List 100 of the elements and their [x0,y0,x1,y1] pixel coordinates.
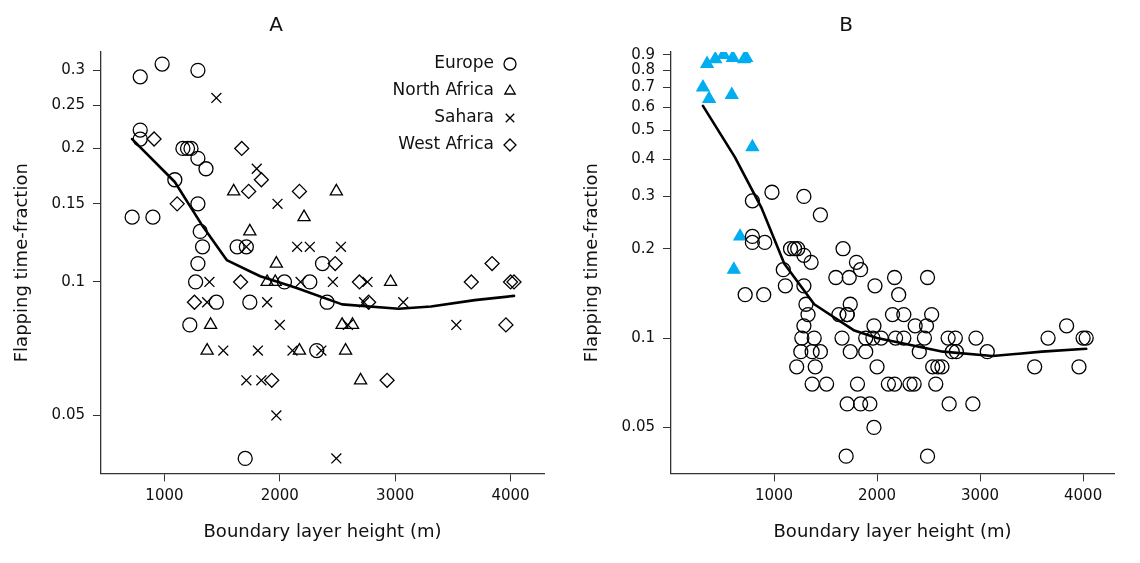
x-tick-label: 3000 [376,486,415,505]
x-axis-title: Boundary layer height (m) [203,519,442,541]
point [361,276,374,288]
point [702,91,716,103]
point [145,209,161,225]
y-tick-label: 0.6 [631,96,655,115]
point [383,274,398,287]
y-tick-label: 0.2 [631,238,655,257]
y-tick-label: 0.3 [61,60,85,79]
y-tick-label: 0.1 [61,271,85,290]
point [243,223,257,236]
point [450,319,462,331]
point [154,56,170,72]
point [353,372,368,385]
y-tick-label: 0.5 [631,120,655,139]
point [286,345,299,357]
x-tick-label: 4000 [491,486,530,505]
point [183,140,199,157]
point [167,172,183,188]
point [727,262,741,274]
point [229,239,245,255]
point [269,255,284,268]
point [232,274,249,290]
x-tick-label: 1000 [145,486,184,505]
point [260,274,274,287]
y-axis-title: Flapping time-fraction [580,163,602,363]
point [314,255,331,272]
point [132,131,148,147]
point [190,150,206,166]
point [335,317,349,330]
point [132,122,148,138]
point [169,196,185,212]
point [345,317,360,330]
point [342,319,354,331]
point [271,198,284,210]
point [190,62,206,79]
point [700,56,714,68]
point [708,52,723,64]
point [302,274,318,290]
point [217,345,229,357]
x-axis-title: Boundary layer height (m) [773,519,1012,541]
x-tick-label: 3000 [960,486,1000,505]
point [319,294,335,310]
legend-label: Europe [434,52,494,73]
y-axis-title: Flapping time-fraction [10,163,32,363]
point [745,139,760,152]
point [124,209,140,225]
x-tick-label: 2000 [857,486,897,505]
chart-title: B [839,12,853,37]
point [226,183,241,196]
point [192,223,208,240]
point [268,274,282,287]
point [294,276,307,288]
point [304,241,316,253]
point [498,317,514,333]
point [203,276,216,288]
chart-title: A [269,12,284,37]
point [242,294,258,310]
point [484,255,500,272]
y-tick-label: 0.7 [631,77,655,96]
point [190,255,206,272]
point [241,183,257,200]
point [175,140,191,157]
point [291,183,308,200]
y-tick-label: 0.2 [61,138,85,157]
point [338,342,353,355]
point [194,239,211,255]
point [276,274,293,290]
x-tick-label: 1000 [754,486,794,505]
legend-label: North Africa [392,79,494,100]
point [463,274,479,290]
point [361,294,377,310]
point [237,450,253,467]
y-tick-label: 0.25 [51,95,85,114]
point [210,92,222,104]
point [200,342,214,355]
point [292,342,307,355]
point [187,274,204,290]
point [190,196,206,212]
point [182,317,198,333]
point [186,294,203,310]
point [234,140,250,157]
y-tick-label: 0.3 [631,186,655,205]
point [253,172,270,188]
point [502,274,519,290]
legend-label: West Africa [398,133,494,154]
x-tick-label: 4000 [1064,486,1103,505]
point [726,52,740,62]
point [240,374,252,386]
x-tick-label: 2000 [260,486,299,505]
point [251,163,263,175]
point [132,69,148,85]
point [203,317,218,330]
point [506,274,522,290]
legend-label: Sahara [434,106,494,127]
y-tick-label: 0.4 [631,149,655,168]
y-tick-label: 0.1 [631,327,655,346]
point [255,374,267,386]
point [198,161,214,177]
point [208,294,225,310]
